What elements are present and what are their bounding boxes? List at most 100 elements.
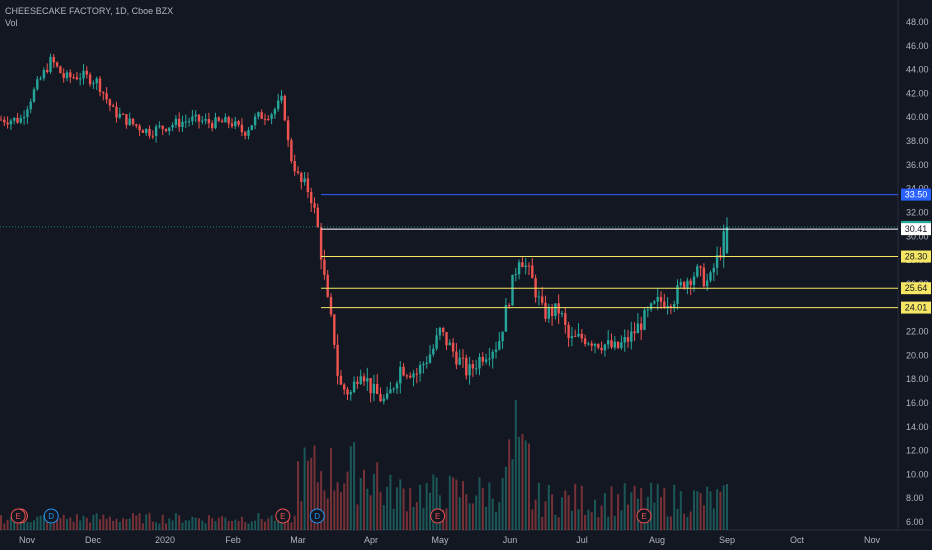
candle-body <box>224 117 227 123</box>
candle-body <box>646 309 649 311</box>
candle-body <box>643 310 646 330</box>
candle-body <box>154 126 158 136</box>
level-label-box <box>901 188 931 201</box>
time-tick-label: Apr <box>364 535 378 545</box>
level-label: 30.41 <box>905 224 928 234</box>
candle-body <box>220 120 224 123</box>
volume-bar <box>702 505 705 530</box>
volume-bar <box>320 471 323 530</box>
volume-bar <box>353 442 356 530</box>
volume-bar <box>125 519 128 530</box>
event-letter: D <box>314 512 320 521</box>
candle-body <box>207 119 211 124</box>
legend-volume: Vol <box>5 18 18 28</box>
volume-bar <box>597 517 600 530</box>
candle-body <box>508 305 511 307</box>
volume-bar <box>174 513 177 530</box>
volume-bar <box>425 483 428 530</box>
volume-bar <box>709 491 712 530</box>
candle-body <box>448 342 451 346</box>
candle-body <box>326 274 329 297</box>
volume-bar <box>240 516 243 530</box>
candle-body <box>666 305 669 308</box>
volume-bar <box>95 513 98 530</box>
volume-bar <box>518 436 521 530</box>
volume-bar <box>112 520 115 530</box>
price-tick-label: 32.00 <box>906 207 929 217</box>
volume-bar <box>191 516 194 530</box>
volume-bar <box>181 522 184 530</box>
candle-body <box>65 72 69 79</box>
earnings-marker: E <box>10 508 26 524</box>
candle-body <box>600 347 603 351</box>
candle-body <box>544 302 547 319</box>
candle-body <box>105 93 108 100</box>
volume-bar <box>363 469 365 530</box>
volume-bar <box>306 460 309 530</box>
candle-body <box>145 128 148 133</box>
candle-body <box>112 105 115 107</box>
candle-body <box>346 389 349 395</box>
candle-body <box>333 314 336 345</box>
candle-body <box>293 161 296 172</box>
candle-body <box>9 120 13 125</box>
candle-body <box>263 118 267 120</box>
volume-bar <box>508 439 511 530</box>
candle-body <box>247 130 250 136</box>
candle-body <box>663 301 666 308</box>
volume-bar <box>478 477 481 530</box>
volume-bar <box>128 518 131 530</box>
candle-body <box>306 178 310 193</box>
candle-body <box>405 375 409 377</box>
earnings-marker: E <box>636 508 652 524</box>
candle-body <box>376 383 379 394</box>
candle-body <box>181 121 184 128</box>
volume-bar <box>488 482 491 530</box>
volume-bar <box>693 490 695 530</box>
time-tick-label: Jun <box>503 535 518 545</box>
candle-body <box>511 274 514 306</box>
candle-body <box>240 124 244 133</box>
volume-bar <box>650 482 653 530</box>
volume-bar <box>640 487 643 530</box>
candle-body <box>428 354 432 363</box>
price-tick-label: 46.00 <box>906 41 929 51</box>
time-tick-label: Jul <box>576 535 588 545</box>
candle-body <box>590 343 593 346</box>
candle-body <box>270 114 273 120</box>
volume-bar <box>273 520 276 530</box>
candle-body <box>438 327 442 336</box>
candle-body <box>415 373 418 375</box>
volume-bar <box>590 512 593 530</box>
candle-body <box>13 117 16 121</box>
candle-body <box>722 231 725 258</box>
volume-bar <box>630 492 633 530</box>
candle-body <box>458 357 461 365</box>
candle-body <box>95 78 98 84</box>
volume-bar <box>716 489 719 530</box>
event-circle <box>43 508 59 524</box>
candle-body <box>230 123 234 127</box>
volume-bar <box>382 505 385 530</box>
volume-bar <box>9 517 12 530</box>
volume-bar <box>669 516 672 530</box>
volume-bar <box>3 523 6 530</box>
volume-bar <box>501 477 504 530</box>
level-label-box <box>901 282 931 295</box>
level-label: 33.50 <box>905 190 928 200</box>
earnings-marker: E <box>275 508 291 524</box>
volume-bar <box>610 486 613 530</box>
candle-body <box>597 343 600 348</box>
volume-bar <box>66 519 68 530</box>
candle-body <box>669 305 673 308</box>
volume-bar <box>270 515 273 530</box>
candle-body <box>725 226 729 253</box>
candle-body <box>201 120 204 122</box>
volume-bar <box>587 509 590 530</box>
volume-bar <box>620 510 623 530</box>
candle-body <box>656 296 659 302</box>
candle-body <box>501 331 504 342</box>
volume-bar <box>660 497 662 530</box>
volume-bar <box>188 520 191 530</box>
